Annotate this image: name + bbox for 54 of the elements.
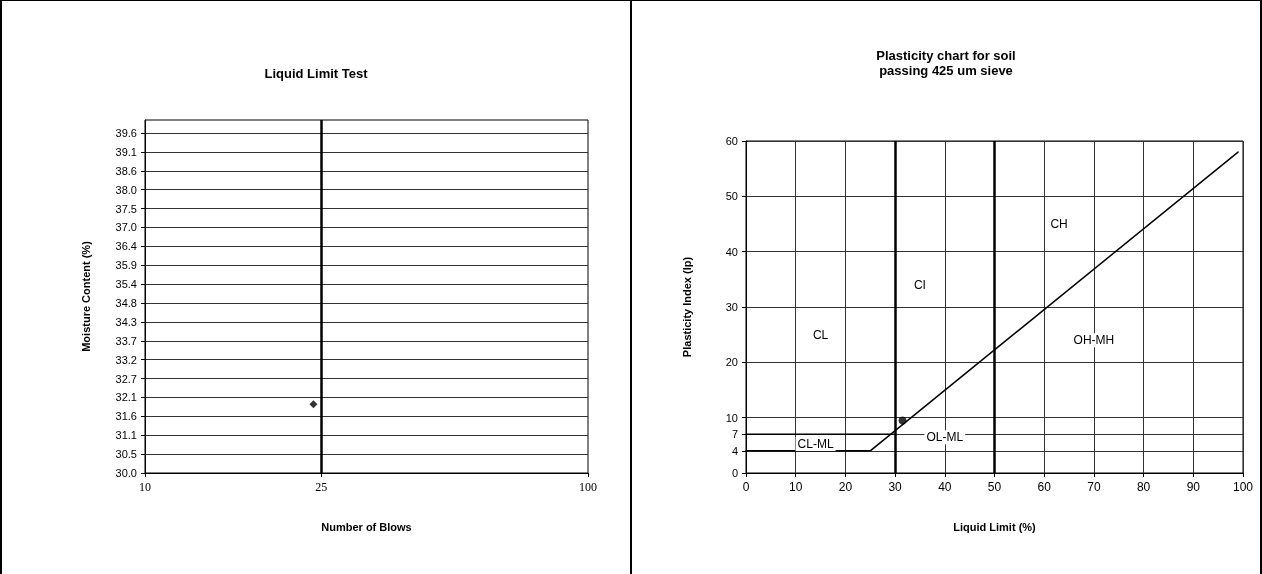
x-tick-label: 10 xyxy=(139,480,151,494)
y-tick-label: 40 xyxy=(725,245,738,258)
y-tick-label: 0 xyxy=(731,467,738,479)
y-tick-label: 31.1 xyxy=(115,429,137,442)
annotation: CL-ML xyxy=(797,437,834,452)
y-tick-label: 20 xyxy=(725,356,738,369)
y-tick-label: 38.6 xyxy=(115,164,137,177)
chart-title: Liquid Limit Test xyxy=(264,66,369,81)
y-tick-label: 10 xyxy=(725,411,738,424)
annotation: CI xyxy=(913,277,926,292)
y-tick-label: 33.2 xyxy=(115,353,137,366)
annotation: CL xyxy=(812,327,829,342)
y-tick-label: 60 xyxy=(725,135,738,147)
annotation: OL-ML xyxy=(926,430,964,445)
y-tick-label: 37.5 xyxy=(115,202,137,215)
x-tick-label: 40 xyxy=(938,480,952,494)
x-tick-label: 0 xyxy=(742,480,750,494)
y-tick-label: 30.0 xyxy=(115,467,137,479)
x-tick-label: 25 xyxy=(315,480,328,494)
y-tick-label: 32.1 xyxy=(115,391,137,404)
x-tick-label: 100 xyxy=(579,480,597,494)
x-tick-label: 100 xyxy=(1232,480,1254,494)
chart-title: Plasticity chart for soil passing 425 um sieve xyxy=(876,48,1016,78)
x-tick-label: 30 xyxy=(888,480,903,494)
y-tick-label: 39.1 xyxy=(115,145,137,158)
x-tick-label: 50 xyxy=(987,480,1002,494)
x-axis-title: Number of Blows xyxy=(321,520,412,533)
x-tick-label: 80 xyxy=(1136,480,1151,494)
x-axis-title: Liquid Limit (%) xyxy=(953,520,1037,533)
y-tick-label: 33.7 xyxy=(115,334,137,347)
y-tick-label: 38.0 xyxy=(115,183,137,196)
x-tick-label: 20 xyxy=(838,480,853,494)
x-tick-label: 90 xyxy=(1186,480,1201,494)
annotation: CH xyxy=(1050,217,1068,231)
annotation: OH-MH xyxy=(1073,333,1115,348)
y-tick-label: 50 xyxy=(725,190,738,203)
y-tick-label: 35.4 xyxy=(115,278,137,291)
y-tick-label: 31.6 xyxy=(115,410,137,423)
y-tick-label: 39.6 xyxy=(115,127,137,140)
y-tick-label: 30.5 xyxy=(115,448,137,461)
y-tick-label: 36.4 xyxy=(115,240,137,253)
y-tick-label: 7 xyxy=(731,428,738,441)
y-tick-label: 34.8 xyxy=(115,297,137,310)
y-tick-label: 35.9 xyxy=(115,259,137,272)
x-tick-label: 70 xyxy=(1087,480,1101,494)
y-tick-label: 4 xyxy=(731,444,738,457)
x-tick-label: 60 xyxy=(1037,480,1052,494)
y-tick-label: 34.3 xyxy=(115,315,137,328)
x-tick-label: 10 xyxy=(789,480,803,494)
y-tick-label: 30 xyxy=(725,301,738,313)
y-tick-label: 37.0 xyxy=(115,221,137,234)
y-axis-title: Moisture Content (%) xyxy=(79,240,92,352)
y-tick-label: 32.7 xyxy=(115,372,137,385)
y-axis-title: Plasticity Index (Ip) xyxy=(680,256,693,358)
